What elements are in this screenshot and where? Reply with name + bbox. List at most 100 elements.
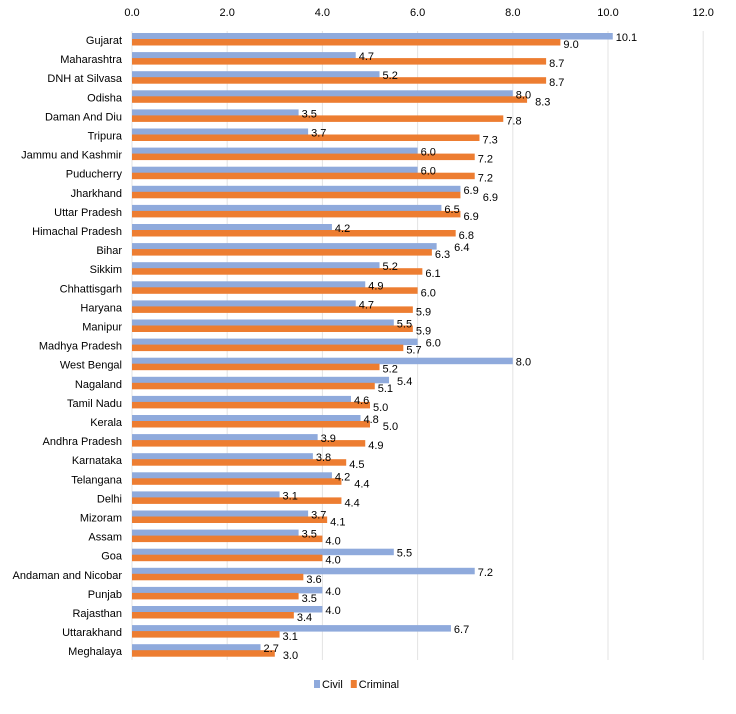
civil-bar [132, 625, 451, 632]
data-labels: 10.1 9.0 4.7 8.7 5.2 8.7 8.0 8.3 3.5 7.8 3.7 7.3 6.0… [264, 32, 638, 662]
category-label: Punjab [88, 589, 122, 601]
criminal-data-label: 5.9 [416, 306, 431, 318]
civil-bar [132, 204, 442, 212]
category-label: Sikkim [90, 264, 122, 276]
x-tick-label: 2.0 [220, 7, 235, 19]
civil-bar [132, 262, 380, 269]
civil-bar [132, 376, 390, 384]
criminal-bar [132, 478, 342, 485]
civil-data-label: 3.5 [302, 108, 317, 120]
civil-data-label: 8.0 [516, 357, 531, 369]
category-label: Assam [88, 532, 122, 544]
legend-label-criminal: Criminal [359, 679, 399, 691]
category-label: Jharkhand [71, 188, 122, 200]
category-label: Haryana [80, 302, 122, 314]
civil-bar [132, 300, 356, 307]
criminal-data-label: 5.9 [416, 326, 431, 338]
civil-data-label: 6.9 [463, 185, 478, 197]
x-tick-label: 0.0 [124, 7, 139, 19]
criminal-bar [132, 401, 370, 409]
civil-data-label: 3.5 [302, 529, 317, 541]
category-label: Tamil Nadu [67, 398, 122, 410]
criminal-data-label: 6.1 [425, 268, 440, 280]
civil-bar [132, 415, 361, 422]
criminal-bar [132, 306, 413, 313]
civil-data-label: 6.5 [444, 204, 459, 216]
criminal-data-label: 3.5 [302, 593, 317, 605]
civil-data-label: 4.6 [354, 395, 369, 407]
category-label: Jammu and Kashmir [21, 150, 122, 162]
criminal-data-label: 4.9 [368, 440, 383, 452]
x-tick-label: 4.0 [315, 7, 330, 19]
criminal-data-label: 6.9 [483, 192, 498, 204]
criminal-bar [132, 287, 418, 294]
civil-bar [132, 166, 418, 174]
civil-bar [132, 128, 309, 135]
civil-bar [132, 606, 323, 613]
civil-bar [132, 644, 261, 651]
legend-label-civil: Civil [322, 679, 343, 691]
civil-bar [132, 224, 332, 231]
civil-data-label: 5.5 [397, 548, 412, 560]
category-label: Rajasthan [72, 608, 122, 620]
category-label: Puducherry [66, 169, 123, 181]
civil-data-label: 4.2 [335, 223, 350, 235]
civil-bar [132, 567, 475, 575]
category-label: Chhattisgarh [60, 283, 122, 295]
category-label: Uttarakhand [62, 627, 122, 639]
category-label: Odisha [87, 92, 123, 104]
criminal-data-label: 4.0 [325, 555, 340, 567]
criminal-data-label: 4.4 [344, 497, 359, 509]
civil-data-label: 3.9 [321, 433, 336, 445]
civil-bar [132, 491, 280, 498]
civil-bar [132, 586, 323, 594]
criminal-bar [132, 382, 375, 390]
criminal-bar [132, 77, 547, 84]
x-tick-labels: 0.0 2.0 4.0 6.0 8.0 10.0 12.0 [124, 7, 714, 19]
civil-data-label: 4.0 [325, 605, 340, 617]
criminal-data-label: 4.1 [330, 517, 345, 529]
criminal-data-label: 7.2 [478, 154, 493, 166]
bars [132, 33, 613, 657]
criminal-data-label: 6.0 [421, 287, 436, 299]
criminal-data-label: 5.0 [373, 402, 388, 414]
civil-bar [132, 453, 313, 460]
civil-bar [132, 243, 437, 250]
criminal-data-label: 4.5 [349, 459, 364, 471]
criminal-bar [132, 592, 299, 600]
criminal-bar [132, 535, 323, 543]
legend: Civil Criminal [314, 679, 399, 691]
civil-bar [132, 109, 299, 116]
civil-data-label: 3.1 [283, 490, 298, 502]
civil-data-label: 3.7 [311, 510, 326, 522]
civil-data-label: 5.2 [383, 261, 398, 273]
civil-data-label: 4.8 [363, 414, 378, 426]
criminal-bar [132, 230, 456, 237]
civil-bar [132, 33, 613, 40]
category-label: Tripura [88, 131, 123, 143]
criminal-data-label: 9.0 [563, 39, 578, 51]
civil-data-label: 4.7 [359, 51, 374, 63]
category-label: Mizoram [80, 513, 122, 525]
criminal-bar [132, 650, 275, 657]
criminal-data-label: 6.8 [459, 230, 474, 242]
criminal-bar [132, 459, 347, 466]
civil-data-label: 5.5 [397, 319, 412, 331]
category-label: Madhya Pradesh [39, 341, 122, 353]
category-label: Uttar Pradesh [54, 207, 122, 219]
criminal-data-label: 3.6 [306, 574, 321, 586]
criminal-data-label: 3.1 [283, 631, 298, 643]
criminal-data-label: 8.7 [549, 77, 564, 89]
civil-bar [132, 395, 351, 403]
criminal-bar [132, 554, 323, 562]
criminal-bar [132, 440, 366, 447]
criminal-data-label: 5.1 [378, 383, 393, 395]
x-tick-label: 8.0 [505, 7, 520, 19]
criminal-data-label: 7.8 [506, 115, 521, 127]
civil-data-label: 5.2 [383, 70, 398, 82]
category-label: Meghalaya [68, 646, 123, 658]
civil-bar [132, 338, 418, 346]
criminal-bar [132, 115, 504, 122]
criminal-data-label: 7.3 [482, 135, 497, 147]
